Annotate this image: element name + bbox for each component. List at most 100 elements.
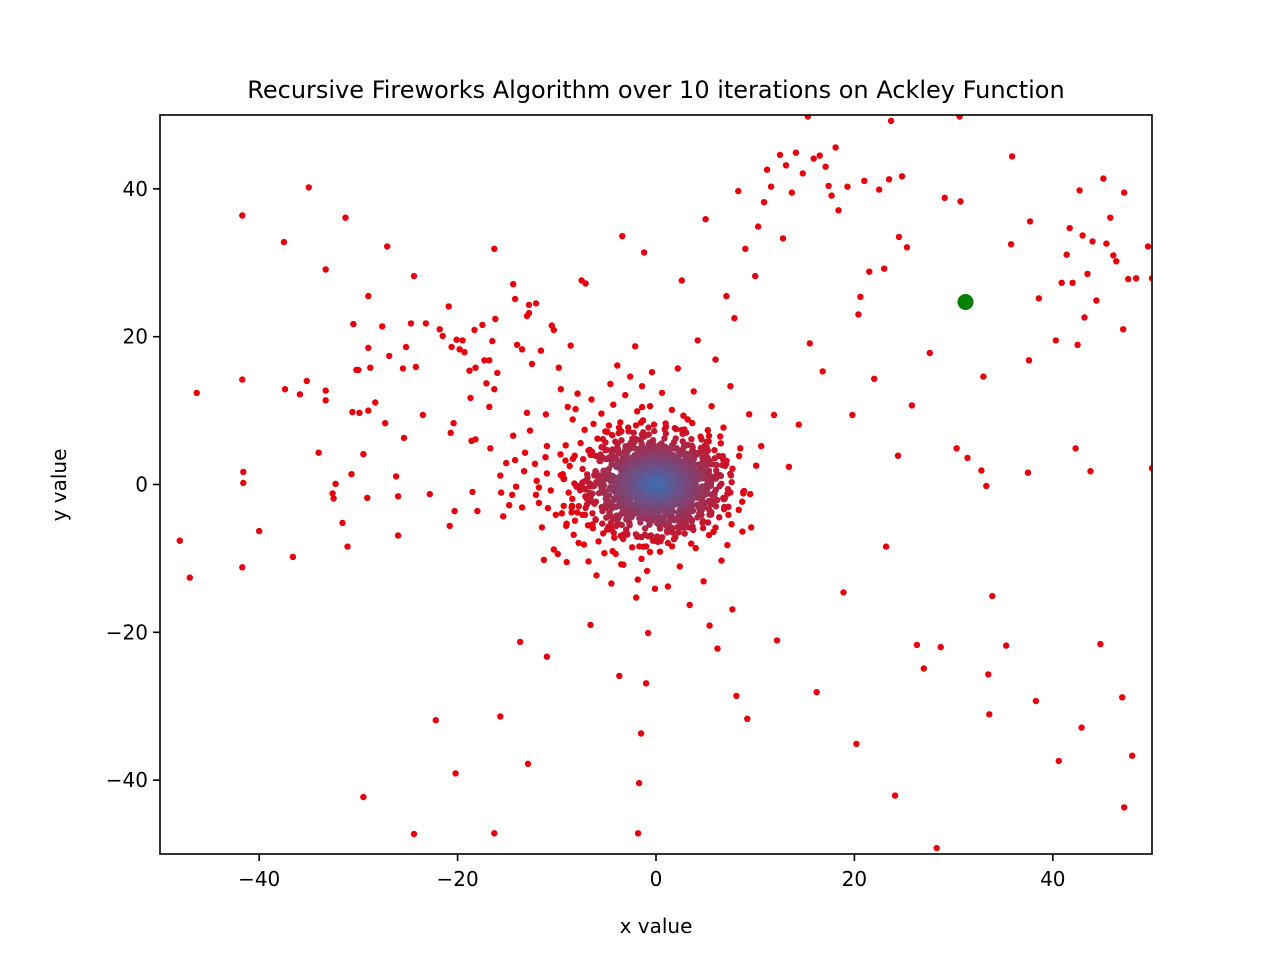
spark-point <box>956 115 963 120</box>
spark-point <box>587 621 594 629</box>
spark-point <box>985 671 992 678</box>
cluster-spark-point <box>664 462 671 470</box>
spark-point <box>543 653 551 660</box>
spark-point <box>239 212 246 219</box>
spark-point <box>1035 295 1043 302</box>
cluster-spark-point <box>654 444 662 452</box>
spark-point <box>622 391 629 399</box>
spark-point <box>572 405 579 413</box>
cluster-spark-point <box>648 510 655 517</box>
spark-point <box>592 468 599 475</box>
cluster-spark-point <box>607 477 614 485</box>
spark-point <box>684 416 691 423</box>
spark-point <box>557 386 564 393</box>
spark-point <box>595 538 602 545</box>
spark-point <box>964 454 971 462</box>
spark-point <box>1003 642 1010 649</box>
cluster-spark-point <box>688 540 695 547</box>
cluster-spark-point <box>681 464 689 471</box>
spark-point <box>339 519 346 527</box>
x-tick-label: −20 <box>436 867 478 891</box>
cluster-spark-point <box>589 510 596 517</box>
cluster-spark-point <box>664 527 671 534</box>
spark-point <box>565 489 572 496</box>
cluster-spark-point <box>578 481 585 489</box>
spark-point <box>588 396 595 403</box>
cluster-spark-point <box>650 498 657 505</box>
spark-point <box>895 233 903 241</box>
spark-point <box>1113 258 1120 265</box>
spark-point <box>491 830 498 837</box>
spark-point <box>350 320 357 328</box>
cluster-spark-point <box>627 502 634 509</box>
cluster-spark-point <box>631 510 639 517</box>
cluster-spark-point <box>664 448 672 456</box>
spark-point <box>365 407 372 414</box>
cluster-spark-point <box>588 451 596 458</box>
spark-point <box>885 176 893 183</box>
cluster-spark-point <box>670 445 677 452</box>
spark-point <box>446 522 453 530</box>
spark-point <box>604 428 611 436</box>
spark-point <box>712 356 719 363</box>
cluster-spark-point <box>612 550 619 558</box>
spark-point <box>543 470 551 477</box>
x-tick-label: −40 <box>238 867 280 891</box>
cluster-spark-point <box>605 465 613 473</box>
spark-point <box>647 532 655 539</box>
spark-point <box>573 483 580 490</box>
spark-point <box>491 386 498 393</box>
spark-point <box>933 844 940 852</box>
y-tick-label: 40 <box>123 177 148 201</box>
spark-point <box>523 409 531 416</box>
spark-point <box>506 502 513 509</box>
spark-point <box>509 491 516 498</box>
spark-point <box>866 268 873 275</box>
cluster-spark-point <box>682 499 690 506</box>
cluster-spark-point <box>651 476 658 483</box>
spark-point <box>678 277 685 284</box>
y-axis-label: y value <box>47 449 71 522</box>
spark-point <box>240 468 247 476</box>
y-axis-ticks: −40 −20 0 20 40 <box>106 177 160 792</box>
cluster-spark-point <box>574 509 581 516</box>
cluster-spark-point <box>673 501 680 508</box>
spark-point <box>748 524 755 531</box>
spark-point <box>554 550 561 558</box>
cluster-spark-point <box>626 522 633 529</box>
spark-point <box>1008 153 1016 160</box>
spark-point <box>560 502 567 510</box>
cluster-spark-point <box>688 470 696 477</box>
spark-point <box>908 402 916 409</box>
spark-point <box>742 245 749 252</box>
cluster-spark-point <box>696 509 703 517</box>
spark-point <box>590 420 597 428</box>
spark-point <box>394 532 402 539</box>
cluster-spark-point <box>716 514 723 521</box>
spark-point <box>344 543 351 550</box>
spark-point <box>568 504 575 511</box>
cluster-spark-point <box>630 429 637 436</box>
spark-point <box>953 445 960 452</box>
best-point <box>957 294 974 310</box>
cluster-spark-point <box>641 445 648 452</box>
spark-point <box>627 373 634 380</box>
spark-point <box>618 561 625 568</box>
spark-point <box>632 343 639 350</box>
cluster-spark-point <box>641 498 649 506</box>
y-tick-label: −40 <box>106 768 148 792</box>
cluster-spark-point <box>669 529 676 536</box>
spark-point <box>606 454 613 461</box>
cluster-spark-point <box>711 447 718 454</box>
spark-point <box>571 452 578 459</box>
spark-point <box>716 471 723 479</box>
cluster-spark-point <box>634 576 641 583</box>
spark-point <box>1084 270 1091 278</box>
cluster-spark-point <box>699 519 706 527</box>
cluster-spark-point <box>704 482 712 489</box>
spark-point <box>658 389 666 397</box>
cluster-spark-point <box>709 491 716 498</box>
cluster-spark-point <box>670 517 678 524</box>
cluster-spark-point <box>582 504 589 512</box>
cluster-spark-point <box>728 521 735 528</box>
